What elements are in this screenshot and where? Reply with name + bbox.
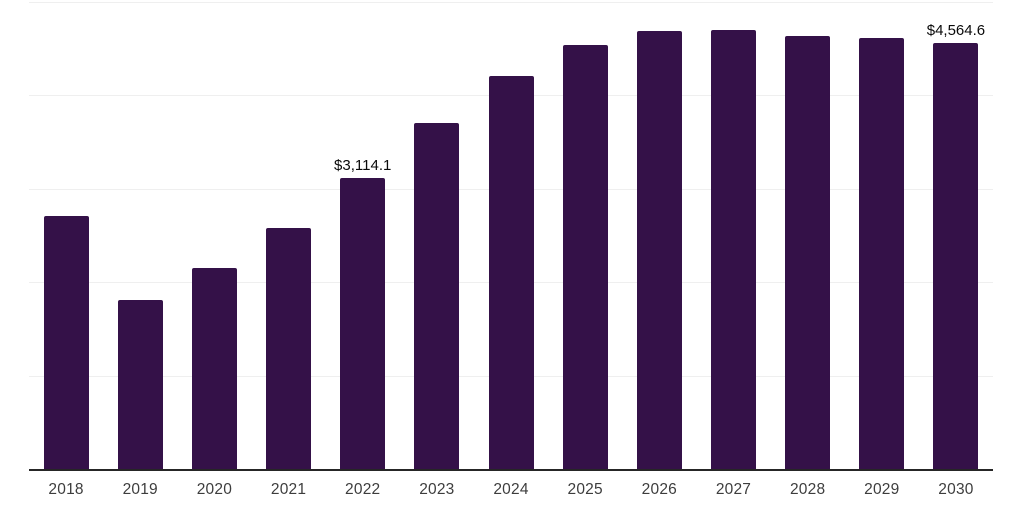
bar-2019 (117, 299, 163, 469)
x-axis-label-2024: 2024 (493, 481, 529, 498)
bar-2022 (340, 178, 386, 469)
bar-band (29, 2, 103, 469)
x-axis-label-2020: 2020 (196, 481, 233, 498)
x-axis-label-2028: 2028 (789, 481, 826, 498)
x-axis-label-2023: 2023 (419, 481, 455, 498)
bar-2018 (43, 216, 89, 469)
bar-2028 (785, 36, 831, 469)
x-axis-label-2025: 2025 (567, 481, 603, 498)
bar-band (251, 2, 325, 469)
bar-2023 (414, 122, 460, 469)
bar-2024 (488, 76, 534, 469)
x-axis-label-2022: 2022 (345, 481, 381, 498)
bar-2030 (933, 42, 979, 469)
bar-band (103, 2, 177, 469)
x-axis-labels: 2018 2019 2020 2021 2022 2023 2024 2025 2026 2027… (29, 481, 993, 499)
bar-2021 (266, 228, 312, 469)
bar-band (326, 2, 400, 469)
bar-band (177, 2, 251, 469)
data-label-2022: $3,114.1 (334, 157, 392, 175)
plot-area (29, 2, 993, 471)
bar-band (771, 2, 845, 469)
x-axis-label-2019: 2019 (122, 481, 158, 498)
bar-2020 (191, 268, 237, 469)
x-axis-label-2027: 2027 (715, 481, 752, 498)
bar-band (845, 2, 919, 469)
bar-band (919, 2, 993, 469)
x-axis-label-2029: 2029 (864, 481, 900, 498)
bar-band (622, 2, 696, 469)
gridline (29, 2, 993, 3)
bar-band (400, 2, 474, 469)
bar-2026 (636, 30, 682, 469)
bar-band (474, 2, 548, 469)
bar-series (29, 2, 993, 469)
bar-2029 (859, 37, 905, 469)
bar-2025 (562, 44, 608, 469)
x-axis-label-2018: 2018 (48, 481, 84, 498)
x-axis-label-2030: 2030 (938, 481, 974, 498)
bar-band (548, 2, 622, 469)
data-label-2030: $4,564.6 (926, 21, 986, 39)
x-axis-label-2026: 2026 (641, 481, 677, 498)
x-axis-label-2021: 2021 (270, 481, 307, 498)
bar-band (696, 2, 770, 469)
bar-2027 (710, 30, 756, 469)
